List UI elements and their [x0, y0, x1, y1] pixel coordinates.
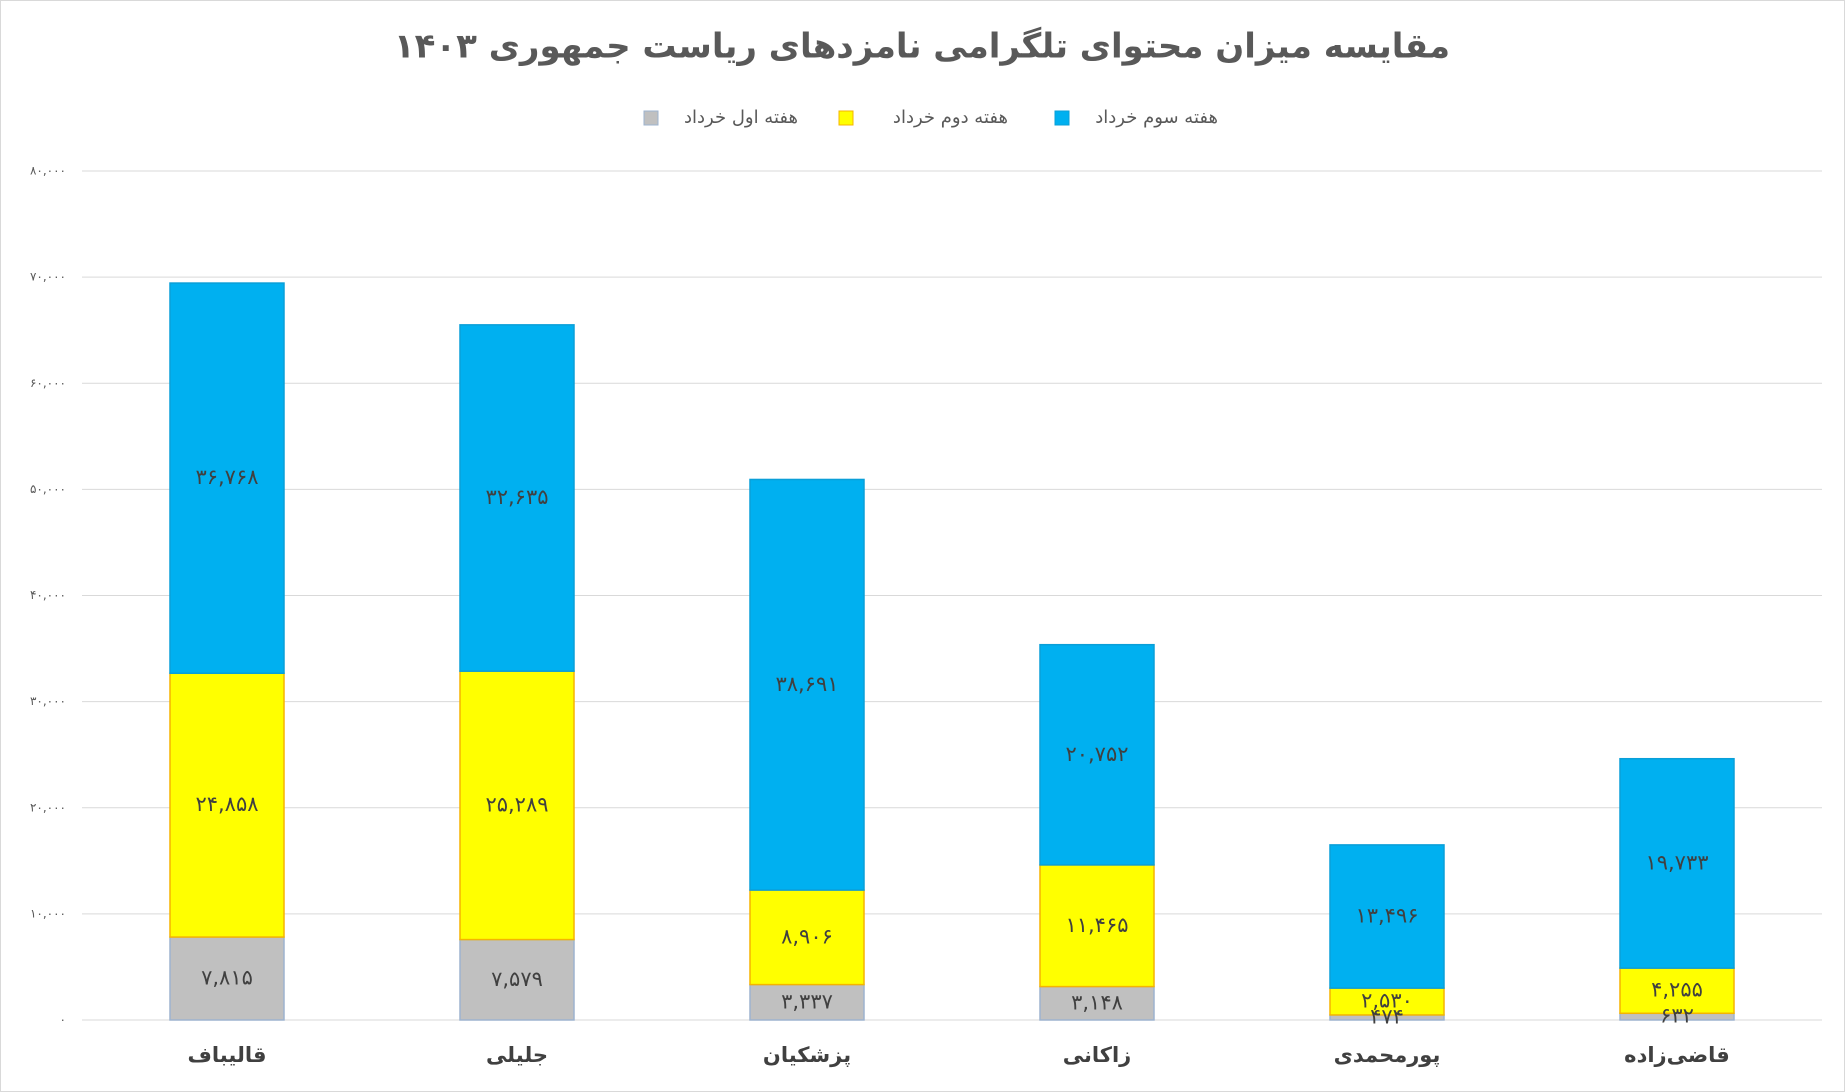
y-tick-label: ۸۰,۰۰۰ — [30, 164, 66, 178]
bar-segment — [749, 478, 865, 891]
y-tick-label: ۴۰,۰۰۰ — [30, 588, 66, 602]
data-label: ۲۵,۲۸۹ — [485, 792, 548, 816]
y-tick-label: ۲۰,۰۰۰ — [30, 800, 66, 814]
data-label: ۳,۱۴۸ — [1071, 990, 1123, 1014]
y-tick-label: ۰ — [60, 1013, 66, 1027]
x-tick-label: زاکانی — [1063, 1043, 1132, 1067]
data-label: ۳۸,۶۹۱ — [775, 672, 838, 696]
legend-label: هفته اول خرداد — [684, 107, 798, 128]
y-tick-label: ۶۰,۰۰۰ — [30, 376, 66, 390]
x-tick-label: قاضی‌زاده — [1624, 1043, 1730, 1067]
data-label: ۳,۳۳۷ — [781, 989, 833, 1013]
y-tick-label: ۷۰,۰۰۰ — [30, 270, 66, 284]
legend-swatch — [643, 110, 659, 126]
legend-label: هفته دوم خرداد — [893, 107, 1008, 128]
y-tick-label: ۳۰,۰۰۰ — [30, 694, 66, 708]
data-label: ۳۶,۷۶۸ — [195, 465, 258, 489]
bar-segment — [169, 936, 285, 1021]
bar-segment — [459, 670, 575, 941]
bar-segment — [1329, 844, 1445, 989]
data-label: ۳۲,۶۳۵ — [485, 485, 548, 509]
data-label: ۸,۹۰۶ — [781, 924, 833, 948]
chart-title: مقایسه میزان محتوای تلگرامی نامزدهای ریا… — [394, 27, 1450, 67]
data-label: ۲۰,۷۵۲ — [1065, 742, 1128, 766]
data-label: ۲۴,۸۵۸ — [195, 792, 258, 816]
data-label: ۱۱,۴۶۵ — [1065, 913, 1128, 937]
bar-segment — [1619, 757, 1735, 969]
data-label: ۱۹,۷۳۳ — [1645, 850, 1708, 874]
data-label: ۴,۲۵۵ — [1651, 978, 1703, 1002]
data-label: ۷,۸۱۵ — [201, 966, 253, 990]
legend-label: هفته سوم خرداد — [1095, 107, 1218, 128]
data-label: ۴۷۴ — [1370, 1004, 1404, 1028]
x-tick-label: پورمحمدی — [1334, 1043, 1441, 1067]
bar-segment — [459, 324, 575, 672]
bar-segment — [1329, 987, 1445, 1016]
data-label: ۶۳۲ — [1660, 1004, 1694, 1028]
y-tick-label: ۵۰,۰۰۰ — [30, 482, 66, 496]
bar-segment — [459, 938, 575, 1021]
x-tick-label: پزشکیان — [763, 1043, 851, 1067]
data-label: ۱۳,۴۹۶ — [1355, 904, 1418, 928]
legend-swatch — [838, 110, 854, 126]
legend-swatch — [1054, 110, 1070, 126]
bar-segment — [169, 282, 285, 675]
data-label: ۷,۵۷۹ — [491, 967, 543, 991]
bar-segment — [749, 889, 865, 986]
data-label: ۲,۵۳۰ — [1361, 989, 1413, 1013]
y-tick-label: ۱۰,۰۰۰ — [30, 906, 66, 920]
x-tick-label: جلیلی — [486, 1043, 548, 1067]
bar-segment — [169, 672, 285, 938]
x-tick-label: قالیباف — [188, 1043, 267, 1067]
bar-segment — [1039, 864, 1155, 988]
bar-segment — [1039, 643, 1155, 866]
bar-segment — [749, 983, 865, 1021]
